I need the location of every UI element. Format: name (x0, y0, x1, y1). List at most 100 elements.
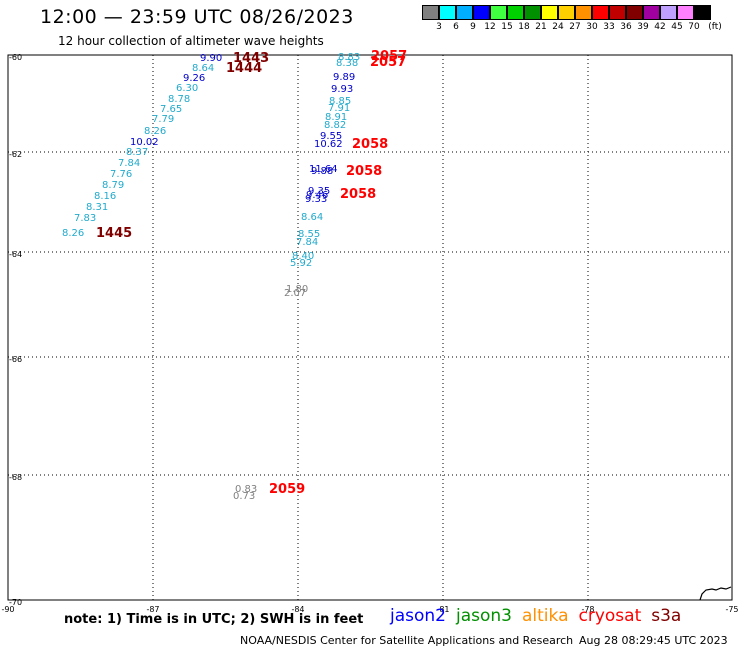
legend-swatch (507, 5, 524, 20)
legend-label: 70 (688, 22, 700, 32)
legend-swatch (524, 5, 541, 20)
pass-time-label: 2057 (371, 49, 407, 64)
legend-label: 15 (501, 22, 513, 32)
pass-time-label: 1445 (96, 226, 132, 241)
latitude-label: -70 (9, 598, 22, 607)
satellite-altika-label: altika (522, 606, 569, 626)
wave-height-label: 9.89 (333, 72, 355, 83)
color-scale-labels: 3 6 9 12 15 18 21 24 27 30 33 36 39 42 45 70 (ft) (422, 22, 740, 34)
wave-height-label: 9.26 (183, 73, 205, 84)
legend-swatch (456, 5, 473, 20)
legend-label: 39 (637, 22, 649, 32)
legend-label: 30 (586, 22, 598, 32)
satellite-legend: jason2 jason3 altika cryosat s3a (390, 606, 691, 626)
wave-height-label: 2.07 (284, 288, 306, 299)
pass-time-label: 2058 (346, 164, 382, 179)
legend-swatch (473, 5, 490, 20)
page-title: 12:00 — 23:59 UTC 08/26/2023 (40, 6, 354, 28)
wave-height-label: 8.37 (126, 147, 148, 158)
legend-label: 36 (620, 22, 632, 32)
pass-time-label: 1444 (226, 61, 262, 76)
wave-height-label: 9.90 (200, 53, 222, 64)
satellite-jason3-label: jason3 (456, 606, 512, 626)
longitude-label: -75 (725, 605, 738, 614)
wave-height-label: 9.55 (320, 131, 342, 142)
longitude-label: -81 (436, 605, 449, 614)
pass-time-label: 2058 (340, 187, 376, 202)
wave-height-label: 8.16 (94, 191, 116, 202)
legend-swatch (575, 5, 592, 20)
wave-height-label: 7.83 (74, 213, 96, 224)
wave-height-label: 7.79 (152, 114, 174, 125)
legend-label: 12 (484, 22, 496, 32)
color-scale-legend (422, 5, 711, 20)
wave-height-label: 1.80 (286, 284, 308, 295)
wave-height-label: 5.92 (290, 258, 312, 269)
satellite-s3a-label: s3a (651, 606, 682, 626)
legend-swatch (558, 5, 575, 20)
legend-label: 3 (436, 22, 442, 32)
wave-height-label: 8.40 (292, 251, 314, 262)
legend-label: 9 (470, 22, 476, 32)
wave-height-label: 9.93 (331, 84, 353, 95)
wave-height-label: 8.64 (192, 63, 214, 74)
legend-swatch (592, 5, 609, 20)
latitude-label: -60 (9, 53, 22, 62)
wave-height-label: 11.64 (309, 164, 338, 175)
longitude-label: -84 (291, 605, 304, 614)
coastline (699, 586, 732, 601)
wave-height-label: 7.65 (160, 104, 182, 115)
wave-height-label: 10.02 (130, 137, 159, 148)
legend-swatch (422, 5, 439, 20)
legend-swatch (677, 5, 694, 20)
legend-swatch (643, 5, 660, 20)
wave-height-label: 9.46 (306, 190, 328, 201)
legend-swatch (626, 5, 643, 20)
longitude-label: -78 (581, 605, 594, 614)
legend-swatch (609, 5, 626, 20)
wave-height-label: 8.64 (301, 212, 323, 223)
wave-height-label: 8.26 (62, 228, 84, 239)
pass-time-label: 1443 (233, 51, 269, 66)
map-frame (7, 54, 733, 601)
longitude-label: -87 (146, 605, 159, 614)
legend-label: (ft) (708, 22, 722, 32)
latitude-label: -68 (9, 473, 22, 482)
legend-label: 27 (569, 22, 581, 32)
generated-timestamp: Aug 28 08:29:45 UTC 2023 (579, 634, 728, 647)
legend-label: 45 (671, 22, 683, 32)
legend-label: 21 (535, 22, 547, 32)
wave-height-label: 8.31 (86, 202, 108, 213)
wave-height-label: 8.82 (324, 120, 346, 131)
longitude-label: -90 (1, 605, 14, 614)
wave-height-label: 6.30 (176, 83, 198, 94)
wave-height-label: 7.84 (118, 158, 140, 169)
latitude-label: -66 (9, 355, 22, 364)
satellite-jason2-label: jason2 (390, 606, 446, 626)
legend-swatch (439, 5, 456, 20)
wave-height-label: 7.76 (110, 169, 132, 180)
pass-time-label: 2058 (352, 137, 388, 152)
legend-swatch (694, 5, 711, 20)
wave-height-label: 8.38 (336, 58, 358, 69)
legend-label: 42 (654, 22, 666, 32)
wave-height-label: 9.33 (305, 194, 327, 205)
legend-swatch (541, 5, 558, 20)
wave-height-label: 8.26 (144, 126, 166, 137)
footer-note: note: 1) Time is in UTC; 2) SWH is in fe… (64, 612, 364, 627)
page-subtitle: 12 hour collection of altimeter wave hei… (58, 34, 324, 48)
wave-height-label: 8.79 (102, 180, 124, 191)
legend-label: 33 (603, 22, 615, 32)
wave-height-label: 0.83 (235, 484, 257, 495)
wave-height-label: 8.91 (325, 112, 347, 123)
legend-swatch (490, 5, 507, 20)
wave-height-label: 8.78 (168, 94, 190, 105)
wave-height-label: 8.55 (298, 229, 320, 240)
wave-height-label: 7.91 (328, 103, 350, 114)
legend-label: 24 (552, 22, 564, 32)
pass-time-label: 2059 (269, 482, 305, 497)
latitude-label: -64 (9, 250, 22, 259)
wave-height-label: 9.35 (308, 186, 330, 197)
wave-height-label: 9.88 (311, 166, 333, 177)
